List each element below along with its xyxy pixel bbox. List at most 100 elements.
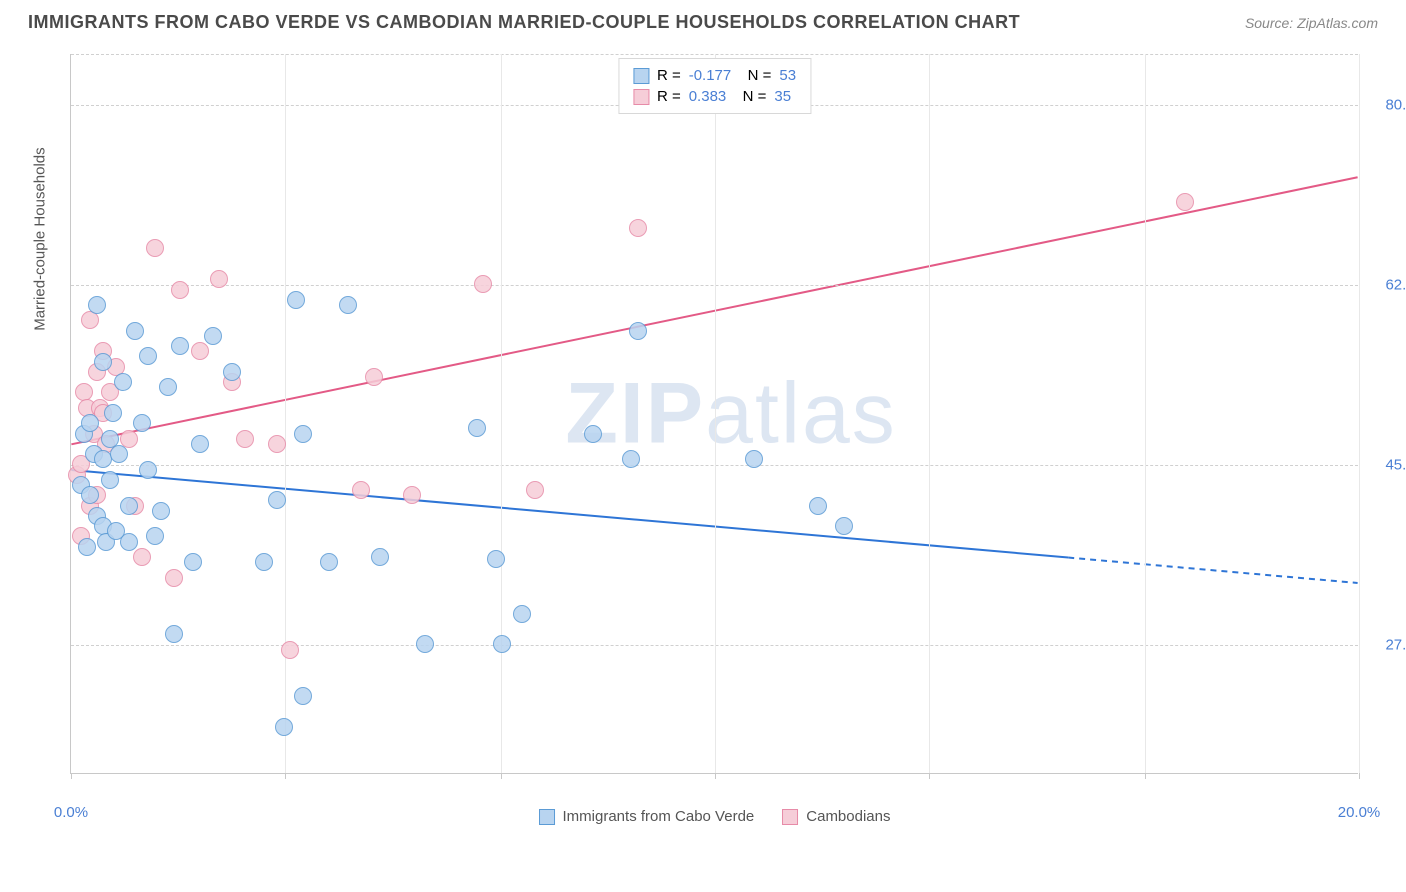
scatter-point xyxy=(835,517,853,535)
gridline-vertical xyxy=(1359,54,1360,773)
gridline-vertical xyxy=(1145,54,1146,773)
scatter-point xyxy=(191,342,209,360)
scatter-point xyxy=(184,553,202,571)
scatter-point xyxy=(133,548,151,566)
scatter-point xyxy=(1176,193,1194,211)
scatter-point xyxy=(416,635,434,653)
legend-swatch-icon xyxy=(782,809,798,825)
x-tick-mark xyxy=(71,773,72,779)
scatter-point xyxy=(120,533,138,551)
legend-r-label: R = xyxy=(657,88,681,105)
legend-series-item: Immigrants from Cabo Verde xyxy=(539,808,755,825)
scatter-point xyxy=(371,548,389,566)
scatter-point xyxy=(139,461,157,479)
scatter-point xyxy=(268,435,286,453)
legend-swatch-icon xyxy=(633,89,649,105)
x-tick-mark xyxy=(929,773,930,779)
scatter-point xyxy=(275,718,293,736)
scatter-point xyxy=(204,327,222,345)
y-tick-label: 45.0% xyxy=(1368,457,1406,474)
legend-n-label: N = xyxy=(739,67,771,84)
gridline-vertical xyxy=(501,54,502,773)
y-axis-label: Married-couple Households xyxy=(32,147,49,330)
scatter-point xyxy=(468,419,486,437)
scatter-point xyxy=(81,486,99,504)
legend-swatch-icon xyxy=(539,809,555,825)
scatter-point xyxy=(365,368,383,386)
chart-source: Source: ZipAtlas.com xyxy=(1245,15,1378,31)
x-tick-mark xyxy=(715,773,716,779)
scatter-point xyxy=(584,425,602,443)
legend-r-label: R = xyxy=(657,67,681,84)
scatter-point xyxy=(474,275,492,293)
y-tick-label: 80.0% xyxy=(1368,97,1406,114)
scatter-point xyxy=(152,502,170,520)
gridline-vertical xyxy=(715,54,716,773)
scatter-point xyxy=(146,239,164,257)
scatter-point xyxy=(171,281,189,299)
scatter-point xyxy=(403,486,421,504)
scatter-point xyxy=(255,553,273,571)
scatter-point xyxy=(223,363,241,381)
scatter-point xyxy=(526,481,544,499)
scatter-point xyxy=(78,538,96,556)
scatter-point xyxy=(339,296,357,314)
scatter-point xyxy=(104,404,122,422)
scatter-point xyxy=(139,347,157,365)
legend-stats-row: R = 0.383 N = 35 xyxy=(633,86,796,107)
legend-series-label: Cambodians xyxy=(806,808,890,825)
legend-stats: R = -0.177 N = 53 R = 0.383 N = 35 xyxy=(618,58,811,114)
scatter-point xyxy=(629,322,647,340)
scatter-point xyxy=(165,625,183,643)
scatter-point xyxy=(487,550,505,568)
scatter-point xyxy=(622,450,640,468)
legend-series: Immigrants from Cabo Verde Cambodians xyxy=(539,808,891,825)
scatter-point xyxy=(320,553,338,571)
gridline-vertical xyxy=(929,54,930,773)
scatter-point xyxy=(809,497,827,515)
x-tick-label: 0.0% xyxy=(54,804,88,821)
scatter-point xyxy=(146,527,164,545)
y-tick-label: 62.5% xyxy=(1368,277,1406,294)
y-tick-label: 27.5% xyxy=(1368,637,1406,654)
legend-n-value: 53 xyxy=(779,67,796,84)
chart-container: Married-couple Households ZIPatlas R = -… xyxy=(48,54,1358,774)
scatter-point xyxy=(81,311,99,329)
plot-area: ZIPatlas R = -0.177 N = 53 R = 0.383 N =… xyxy=(70,54,1358,774)
scatter-point xyxy=(120,497,138,515)
scatter-point xyxy=(294,425,312,443)
legend-series-label: Immigrants from Cabo Verde xyxy=(563,808,755,825)
x-tick-mark xyxy=(1359,773,1360,779)
chart-title: IMMIGRANTS FROM CABO VERDE VS CAMBODIAN … xyxy=(28,12,1020,33)
scatter-point xyxy=(94,353,112,371)
scatter-point xyxy=(171,337,189,355)
legend-swatch-icon xyxy=(633,68,649,84)
legend-series-item: Cambodians xyxy=(782,808,890,825)
scatter-point xyxy=(133,414,151,432)
scatter-point xyxy=(281,641,299,659)
watermark: ZIPatlas xyxy=(565,364,896,463)
scatter-point xyxy=(210,270,228,288)
legend-r-value: -0.177 xyxy=(689,67,732,84)
scatter-point xyxy=(629,219,647,237)
scatter-point xyxy=(745,450,763,468)
scatter-point xyxy=(88,296,106,314)
legend-n-value: 35 xyxy=(774,88,791,105)
scatter-point xyxy=(165,569,183,587)
scatter-point xyxy=(236,430,254,448)
scatter-point xyxy=(513,605,531,623)
scatter-point xyxy=(81,414,99,432)
legend-r-value: 0.383 xyxy=(689,88,727,105)
x-tick-mark xyxy=(285,773,286,779)
scatter-point xyxy=(126,322,144,340)
scatter-point xyxy=(101,471,119,489)
scatter-point xyxy=(268,491,286,509)
scatter-point xyxy=(114,373,132,391)
scatter-point xyxy=(159,378,177,396)
legend-stats-row: R = -0.177 N = 53 xyxy=(633,65,796,86)
scatter-point xyxy=(352,481,370,499)
scatter-point xyxy=(191,435,209,453)
legend-n-label: N = xyxy=(734,88,766,105)
scatter-point xyxy=(294,687,312,705)
x-tick-label: 20.0% xyxy=(1338,804,1381,821)
